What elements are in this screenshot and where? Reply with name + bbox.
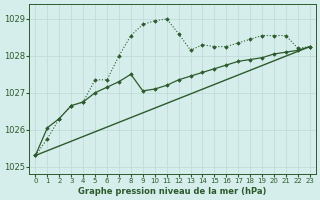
X-axis label: Graphe pression niveau de la mer (hPa): Graphe pression niveau de la mer (hPa) [78, 187, 267, 196]
